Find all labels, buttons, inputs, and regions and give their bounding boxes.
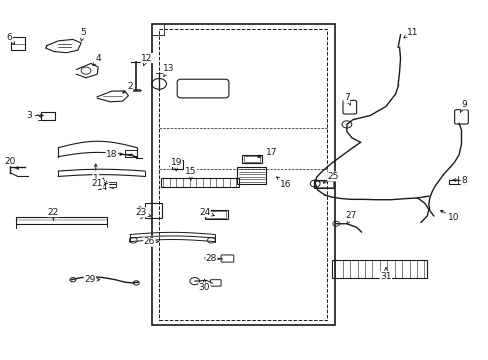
- Bar: [237, 167, 266, 184]
- Text: 30: 30: [198, 279, 210, 292]
- Bar: [41, 112, 55, 120]
- Text: 29: 29: [84, 275, 100, 284]
- Bar: [11, 37, 25, 50]
- Text: 9: 9: [460, 100, 466, 112]
- Text: 5: 5: [81, 28, 86, 41]
- Text: 2: 2: [122, 82, 132, 93]
- Text: 14: 14: [97, 178, 108, 192]
- Bar: [243, 156, 260, 162]
- Bar: [105, 182, 116, 187]
- Text: 16: 16: [276, 177, 291, 189]
- Text: 18: 18: [106, 150, 122, 159]
- Bar: [448, 180, 466, 184]
- Text: 1: 1: [93, 164, 99, 183]
- Text: 8: 8: [452, 176, 466, 185]
- Text: 3: 3: [26, 111, 43, 120]
- Text: 12: 12: [141, 54, 152, 66]
- Bar: [313, 180, 333, 188]
- Bar: [172, 160, 183, 169]
- Text: 6: 6: [6, 33, 15, 44]
- Text: 31: 31: [379, 268, 391, 280]
- Text: 10: 10: [440, 210, 459, 222]
- Bar: [160, 178, 238, 187]
- Text: 28: 28: [205, 255, 219, 264]
- Bar: [152, 24, 334, 325]
- Bar: [242, 155, 261, 163]
- Text: 23: 23: [135, 208, 151, 217]
- Bar: [125, 150, 137, 157]
- Bar: [132, 89, 140, 91]
- Text: 15: 15: [185, 167, 196, 180]
- Text: 7: 7: [344, 93, 349, 105]
- Bar: [16, 217, 106, 224]
- Text: 27: 27: [345, 211, 356, 224]
- Bar: [159, 30, 327, 320]
- Text: 13: 13: [163, 64, 174, 77]
- Bar: [204, 210, 227, 220]
- Text: 22: 22: [48, 208, 59, 220]
- Text: 24: 24: [199, 208, 214, 217]
- Bar: [315, 181, 332, 187]
- Text: 11: 11: [403, 28, 418, 38]
- Text: 4: 4: [93, 54, 101, 66]
- Bar: [206, 211, 225, 219]
- Text: 25: 25: [323, 172, 338, 183]
- Text: 19: 19: [170, 158, 182, 171]
- Text: 21: 21: [91, 179, 107, 188]
- Text: 26: 26: [143, 237, 158, 246]
- Bar: [331, 260, 427, 278]
- Text: 17: 17: [257, 148, 277, 158]
- Bar: [144, 203, 161, 218]
- Text: 20: 20: [5, 157, 19, 169]
